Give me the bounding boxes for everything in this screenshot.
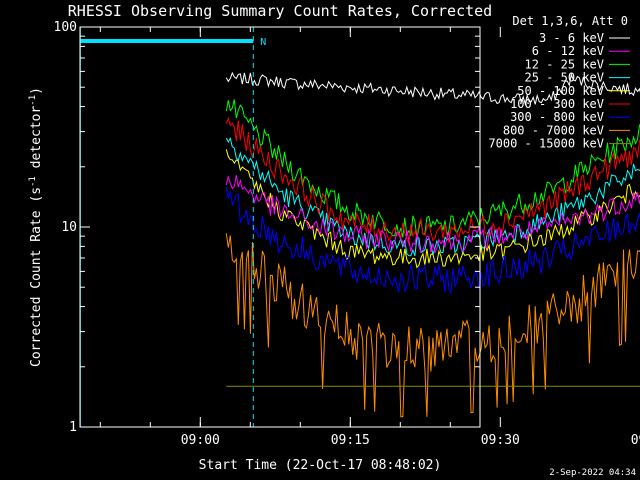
y-tick-label: 1 xyxy=(69,420,77,435)
legend-header: Det 1,3,6, Att 0 xyxy=(512,14,628,28)
legend-entry-label: 50 - 100 keV xyxy=(517,84,604,98)
y-axis-label-part1: Corrected Count Rate (s xyxy=(29,187,44,367)
chart-title: RHESSI Observing Summary Count Rates, Co… xyxy=(68,2,492,20)
y-tick-label: 100 xyxy=(54,20,77,35)
series-800-7000-kev-line xyxy=(225,233,640,418)
series-3-6-kev-line xyxy=(225,71,640,106)
plot-area: N xyxy=(79,27,640,427)
legend-entry-label: 12 - 25 keV xyxy=(525,57,604,71)
night-bar-1 xyxy=(80,39,254,43)
night-bar-label: N xyxy=(260,37,266,48)
x-tick-label: 09:45 xyxy=(631,433,640,448)
x-axis-label: Start Time (22-Oct-17 08:48:02) xyxy=(199,458,442,473)
series-12-25-kev-line xyxy=(225,99,640,239)
y-axis: 1 10 100 xyxy=(54,20,480,435)
series-300-800-kev-line xyxy=(225,186,640,295)
footer-timestamp: 2-Sep-2022 04:34 xyxy=(549,468,636,478)
x-tick-label: 09:00 xyxy=(181,433,220,448)
y-tick-label: 10 xyxy=(61,220,77,235)
series-50-100-kev-line xyxy=(225,149,640,269)
y-axis-label-part3: ) xyxy=(29,87,44,95)
y-axis-label-part2: detector xyxy=(29,106,44,177)
y-axis-label-exp1: -1 xyxy=(28,176,38,187)
series-6-12-kev-line xyxy=(225,175,640,254)
legend-entry-label: 6 - 12 keV xyxy=(532,44,604,58)
legend-entry-label: 3 - 6 keV xyxy=(539,31,604,45)
y-axis-label-exp2: -1 xyxy=(28,95,38,106)
series-100-300-kev-line xyxy=(225,116,640,246)
legend-entry-label: 100 - 300 keV xyxy=(510,97,604,111)
y-axis-label: Corrected Count Rate (s-1 detector-1) xyxy=(28,87,44,367)
legend-entry-label: 300 - 800 keV xyxy=(510,110,604,124)
x-tick-label: 09:30 xyxy=(481,433,520,448)
legend-entry-label: 7000 - 15000 keV xyxy=(488,137,604,151)
legend-entry-label: 25 - 50 keV xyxy=(525,71,604,85)
x-tick-label: 09:15 xyxy=(331,433,370,448)
legend-entry-label: 800 - 7000 keV xyxy=(503,123,604,137)
